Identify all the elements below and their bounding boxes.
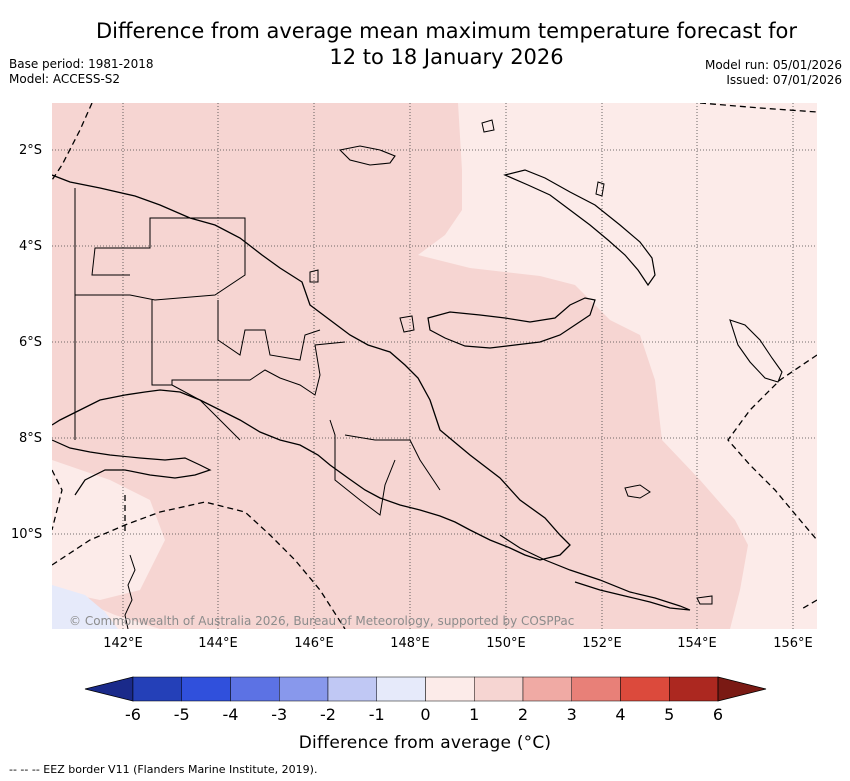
- colorbar-cell: [279, 676, 329, 702]
- colorbar-tick-label: 3: [566, 705, 577, 724]
- meta-right: Model run: 05/01/2026 Issued: 07/01/2026: [705, 58, 842, 88]
- colorbar-min-extension: [84, 676, 134, 702]
- lon-label-146e: 146°E: [294, 636, 334, 651]
- lon-label-142e: 142°E: [103, 636, 143, 651]
- colorbar-tick-label: -2: [320, 705, 336, 724]
- lon-label-156e: 156°E: [773, 636, 813, 651]
- eez-footnote: -- -- -- EEZ border V11 (Flanders Marine…: [9, 763, 318, 776]
- gridlines: [52, 103, 817, 629]
- colorbar-tick-label: -3: [271, 705, 288, 724]
- map-title-line1: Difference from average mean maximum tem…: [96, 19, 797, 43]
- colorbar-cell: [620, 676, 670, 702]
- colorbar-title: Difference from average (°C): [298, 733, 552, 753]
- lat-label-8s: 8°S: [19, 431, 43, 446]
- eez-border: [52, 103, 817, 629]
- model-run: Model run: 05/01/2026: [704, 58, 842, 72]
- new-guinea-coastline: [52, 174, 571, 561]
- lat-label-10s: 10°S: [11, 527, 43, 542]
- colorbar: [84, 676, 767, 702]
- map-title-line2: 12 to 18 January 2026: [329, 45, 564, 69]
- new-ireland: [503, 169, 656, 287]
- colorbar-tick-label: 5: [664, 705, 675, 724]
- gulf-coastline: [52, 439, 212, 496]
- small-islands: [309, 119, 713, 605]
- lon-label-148e: 148°E: [390, 636, 430, 651]
- colorbar-tick-label: 6: [712, 705, 724, 724]
- colorbar-tick-label: -1: [368, 705, 385, 724]
- colorbar-cells: [132, 676, 719, 702]
- lon-label-154e: 154°E: [677, 636, 717, 651]
- cool-anomaly-region: [52, 585, 118, 629]
- issued-date: Issued: 07/01/2026: [726, 73, 842, 87]
- warm-anomaly-west-edge: [52, 460, 165, 600]
- colorbar-max-extension: [717, 676, 767, 702]
- new-britain: [427, 297, 596, 349]
- colorbar-cell: [474, 676, 524, 702]
- base-period: Base period: 1981-2018: [9, 57, 154, 71]
- colorbar-cell: [669, 676, 719, 702]
- colorbar-tick-label: 0: [420, 705, 431, 724]
- bougainville: [729, 319, 783, 383]
- lon-label-152e: 152°E: [582, 636, 622, 651]
- copyright-notice: © Commonwealth of Australia 2026, Bureau…: [69, 614, 575, 628]
- colorbar-cell: [425, 676, 475, 702]
- colorbar-cell: [571, 676, 621, 702]
- lon-label-144e: 144°E: [198, 636, 238, 651]
- map-title: Difference from average mean maximum tem…: [0, 18, 850, 70]
- map-area: [52, 103, 817, 629]
- warm-anomaly-region: [52, 103, 748, 629]
- colorbar-tick-label: 4: [615, 705, 626, 724]
- colorbar-cell: [132, 676, 182, 702]
- manus-island: [338, 145, 396, 166]
- lon-label-150e: 150°E: [486, 636, 526, 651]
- colorbar-tick-label: -5: [173, 705, 190, 724]
- colorbar-tick-label: -4: [222, 705, 239, 724]
- lat-label-2s: 2°S: [19, 143, 43, 158]
- southeast-coastline: [499, 534, 691, 611]
- colorbar-cell: [327, 676, 377, 702]
- colorbar-cell: [376, 676, 426, 702]
- province-borders: [74, 188, 441, 516]
- colorbar-cell: [522, 676, 572, 702]
- colorbar-cell: [230, 676, 280, 702]
- colorbar-cell: [181, 676, 231, 702]
- colorbar-tick-label: 2: [517, 705, 529, 724]
- colorbar-tick-label: -6: [125, 705, 141, 724]
- lat-label-4s: 4°S: [19, 239, 43, 254]
- meta-left: Base period: 1981-2018 Model: ACCESS-S2: [9, 57, 154, 87]
- cape-york-coastline: [124, 554, 136, 629]
- colorbar-tick-label: 1: [469, 705, 480, 724]
- lat-label-6s: 6°S: [19, 335, 43, 350]
- model-name: Model: ACCESS-S2: [9, 72, 121, 86]
